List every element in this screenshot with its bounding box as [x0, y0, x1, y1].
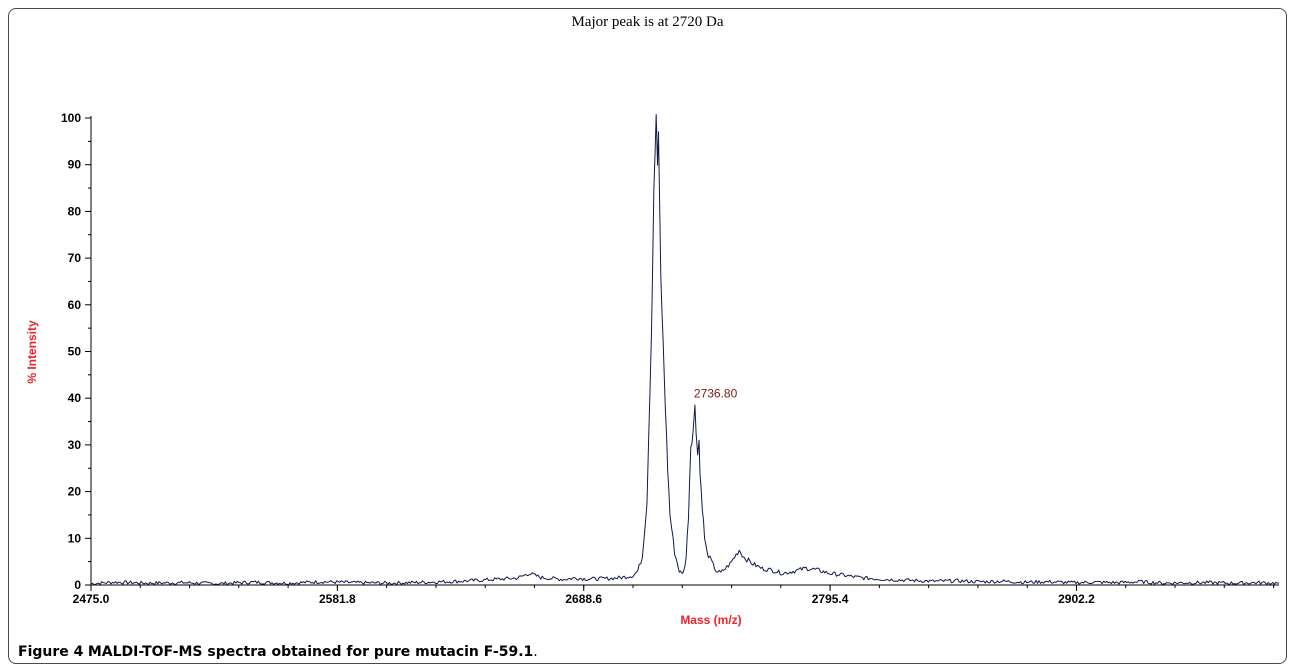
y-tick-label: 100	[61, 111, 81, 125]
y-tick-label: 90	[68, 158, 82, 172]
x-tick-label: 2902.2	[1058, 592, 1095, 606]
x-tick-label: 2688.6	[565, 592, 602, 606]
x-axis-title: Mass (m/z)	[680, 613, 741, 627]
chart-title: Major peak is at 2720 Da	[571, 14, 724, 30]
x-tick-label: 2475.0	[73, 592, 110, 606]
caption-text: MALDI-TOF-MS spectra obtained for pure m…	[87, 644, 534, 660]
spectrum-trace	[90, 113, 1279, 586]
y-tick-label: 50	[68, 345, 82, 359]
y-tick-label: 30	[68, 438, 82, 452]
figure-caption: Figure 4 MALDI-TOF-MS spectra obtained f…	[18, 644, 538, 660]
y-tick-label: 70	[68, 251, 82, 265]
x-tick-label: 2795.4	[812, 592, 849, 606]
y-axis-title: % Intensity	[25, 320, 39, 384]
y-tick-label: 10	[68, 531, 82, 545]
caption-label: Figure 4	[18, 644, 84, 660]
y-tick-label: 80	[68, 204, 82, 218]
y-tick-label: 60	[68, 298, 82, 312]
y-tick-label: 20	[68, 485, 82, 499]
x-tick-label: 2581.8	[319, 592, 356, 606]
peak-annotation: 2736.80	[694, 387, 738, 401]
caption-end: .	[533, 644, 538, 660]
y-tick-label: 0	[74, 578, 81, 592]
y-tick-label: 40	[68, 391, 82, 405]
figure-frame	[8, 8, 1287, 664]
